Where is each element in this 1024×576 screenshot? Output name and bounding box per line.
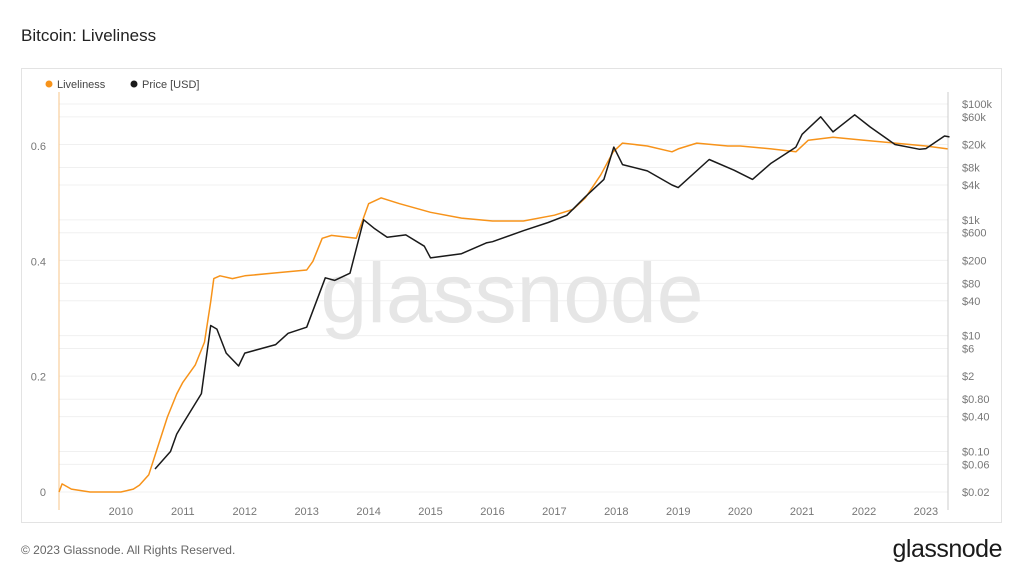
x-tick-label: 2018 [604, 506, 628, 518]
x-tick-label: 2012 [233, 506, 257, 518]
y-left-tick-label: 0.4 [31, 256, 46, 268]
copyright-footer: © 2023 Glassnode. All Rights Reserved. [21, 543, 236, 557]
x-tick-label: 2019 [666, 506, 690, 518]
y-right-tick-label: $600 [962, 228, 986, 240]
y-right-tick-label: $0.80 [962, 394, 990, 406]
y-right-tick-label: $10 [962, 331, 980, 343]
x-tick-label: 2011 [171, 506, 195, 518]
y-right-tick-label: $0.06 [962, 459, 990, 471]
price-line [154, 114, 950, 470]
y-right-tick-label: $40 [962, 296, 980, 308]
x-tick-label: 2014 [356, 506, 380, 518]
y-right-tick-label: $0.40 [962, 412, 990, 424]
y-right-tick-label: $8k [962, 163, 980, 175]
y-left-tick-label: 0 [40, 487, 46, 499]
x-tick-label: 2023 [914, 506, 938, 518]
chart-title: Bitcoin: Liveliness [21, 26, 157, 45]
y-right-tick-label: $100k [962, 99, 992, 111]
y-right-tick-label: $2 [962, 371, 974, 383]
y-left-tick-label: 0.2 [31, 372, 46, 384]
x-tick-label: 2010 [109, 506, 133, 518]
x-tick-label: 2020 [728, 506, 752, 518]
x-tick-label: 2015 [418, 506, 442, 518]
x-tick-label: 2013 [294, 506, 318, 518]
legend-dot-price [130, 80, 138, 88]
legend-dot-liveliness [45, 80, 53, 88]
legend-label-liveliness: Liveliness [57, 79, 106, 91]
chart-frame [21, 68, 1002, 523]
y-right-tick-label: $4k [962, 180, 980, 192]
y-right-tick-label: $20k [962, 139, 986, 151]
watermark: glassnode [321, 246, 704, 340]
y-right-tick-label: $0.10 [962, 447, 990, 459]
y-right-tick-label: $1k [962, 215, 980, 227]
x-tick-label: 2017 [542, 506, 566, 518]
legend-label-price: Price [USD] [142, 79, 199, 91]
liveliness-line [58, 136, 948, 493]
y-right-tick-label: $60k [962, 112, 986, 124]
y-left-tick-label: 0.6 [31, 141, 46, 153]
y-right-tick-label: $200 [962, 255, 986, 267]
glassnode-logo[interactable]: glassnode [892, 535, 1003, 563]
y-right-tick-label: $80 [962, 278, 980, 290]
y-right-tick-label: $0.02 [962, 487, 990, 499]
x-tick-label: 2016 [480, 506, 504, 518]
y-right-tick-label: $6 [962, 344, 974, 356]
x-tick-label: 2021 [790, 506, 814, 518]
x-tick-label: 2022 [852, 506, 876, 518]
